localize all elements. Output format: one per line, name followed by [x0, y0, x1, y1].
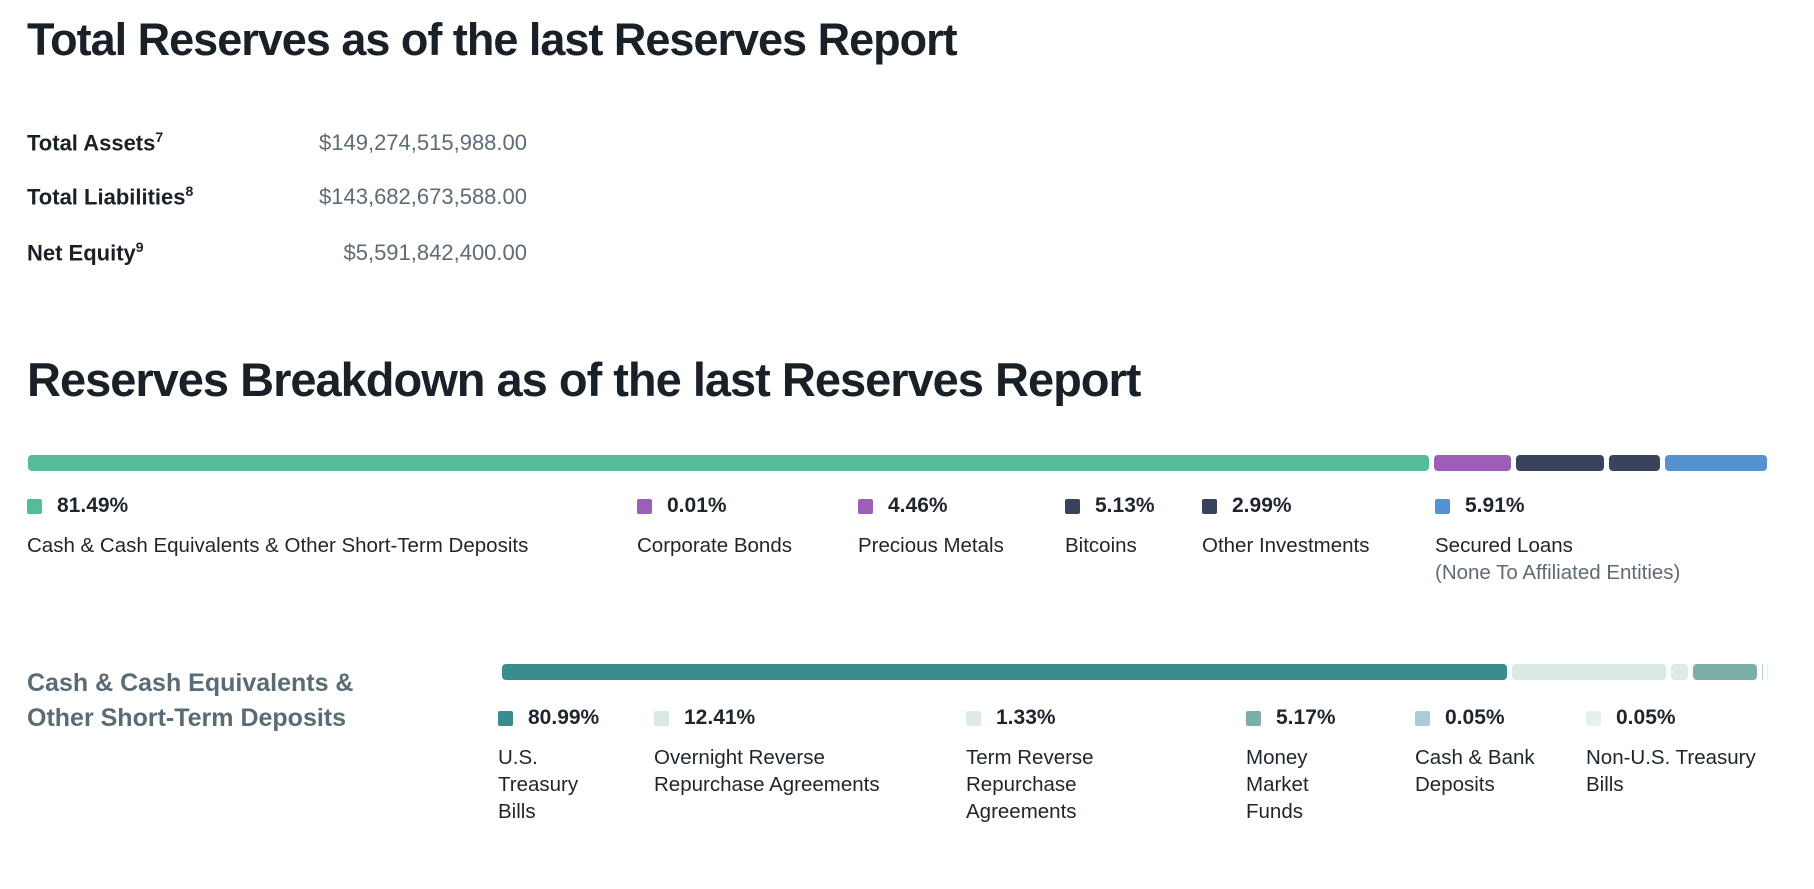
legend-percent: 4.46% [888, 494, 948, 517]
bar-segment [1761, 664, 1763, 680]
stat-value: $149,274,515,988.00 [319, 130, 527, 155]
legend-percent: 0.01% [667, 494, 727, 517]
bar-segment [1665, 455, 1767, 471]
footnote-superscript: 7 [155, 129, 164, 145]
legend-item: 81.49% Cash & Cash Equivalents & Other S… [27, 494, 528, 559]
page-title: Total Reserves as of the last Reserves R… [27, 14, 958, 65]
legend-percent: 12.41% [684, 706, 756, 729]
legend-item: 0.05% Non-U.S. Treasury Bills [1586, 706, 1771, 798]
legend-label: Corporate Bonds [637, 534, 792, 557]
footnote-superscript: 8 [185, 183, 194, 199]
legend-swatch [1415, 710, 1430, 726]
legend-percent: 5.91% [1465, 494, 1525, 517]
subsection-heading-cash-equivalents: Cash & Cash Equivalents & Other Short-Te… [27, 669, 354, 732]
legend-label: Cash & Bank Deposits [1415, 746, 1535, 796]
legend-percent: 80.99% [528, 706, 600, 729]
legend-label: Money Market Funds [1246, 746, 1309, 823]
bar-segment [1671, 664, 1688, 680]
stat-value: $5,591,842,400.00 [343, 240, 527, 265]
legend-label: Other Investments [1202, 534, 1370, 557]
stat-label-text: Total Liabilities [27, 184, 186, 210]
legend-item: 4.46% Precious Metals [858, 494, 1004, 559]
legend-swatch [1065, 498, 1080, 514]
stat-label: Total Assets7 [27, 129, 163, 156]
legend-sublabel: (None To Affiliated Entities) [1435, 561, 1681, 584]
legend-swatch [637, 498, 652, 514]
legend-item: 0.01% Corporate Bonds [637, 494, 792, 559]
section-title-reserves-breakdown: Reserves Breakdown as of the last Reserv… [27, 353, 1141, 406]
bar-segment [1767, 664, 1768, 680]
legend-swatch [1586, 710, 1601, 726]
stat-row-total-assets: Total Assets7 $149,274,515,988.00 [0, 129, 620, 159]
legend-percent: 5.17% [1276, 706, 1336, 729]
legend-item: 1.33% Term Reverse Repurchase Agreements [966, 706, 1131, 825]
legend-swatch [27, 498, 42, 514]
legend-percent: 0.05% [1445, 706, 1505, 729]
legend-swatch [1202, 498, 1217, 514]
stat-label-text: Net Equity [27, 240, 136, 266]
legend-label: Term Reverse Repurchase Agreements [966, 746, 1094, 823]
legend-swatch [1246, 710, 1261, 726]
stat-row-net-equity: Net Equity9 $5,591,842,400.00 [0, 239, 620, 269]
stat-value: $143,682,673,588.00 [319, 184, 527, 209]
legend-item: 2.99% Other Investments [1202, 494, 1369, 559]
stat-row-total-liabilities: Total Liabilities8 $143,682,673,588.00 [0, 183, 620, 213]
reserves-breakdown-bar [28, 455, 1767, 471]
legend-label: Secured Loans [1435, 534, 1573, 557]
legend-label: Cash & Cash Equivalents & Other Short-Te… [27, 534, 529, 557]
legend-item: 80.99% U.S. Treasury Bills [498, 706, 608, 825]
legend-item: 5.91% Secured Loans (None To Affiliated … [1435, 494, 1680, 586]
legend-swatch [858, 498, 873, 514]
cash-equivalents-bar [502, 664, 1768, 680]
legend-swatch [654, 710, 669, 726]
legend-item: 0.05% Cash & Bank Deposits [1415, 706, 1575, 798]
bar-segment [1692, 664, 1757, 680]
bar-segment [1512, 664, 1667, 680]
bar-segment [28, 455, 1430, 471]
bar-segment [502, 664, 1508, 680]
legend-label: Precious Metals [858, 534, 1004, 557]
footnote-superscript: 9 [135, 239, 144, 255]
legend-item: 5.13% Bitcoins [1065, 494, 1155, 559]
bar-segment [1515, 455, 1604, 471]
legend-percent: 81.49% [57, 494, 129, 517]
bar-segment [1608, 455, 1661, 471]
legend-percent: 5.13% [1095, 494, 1155, 517]
legend-item: 12.41% Overnight Reverse Repurchase Agre… [654, 706, 939, 798]
legend-percent: 2.99% [1232, 494, 1292, 517]
legend-swatch [966, 710, 981, 726]
stat-label-text: Total Assets [27, 130, 156, 156]
stat-label: Net Equity9 [27, 239, 144, 266]
legend-swatch [498, 710, 513, 726]
legend-percent: 0.05% [1616, 706, 1676, 729]
legend-label: Bitcoins [1065, 534, 1137, 557]
legend-label: Overnight Reverse Repurchase Agreements [654, 746, 880, 796]
legend-label: Non-U.S. Treasury Bills [1586, 746, 1756, 796]
bar-segment [1434, 455, 1511, 471]
legend-swatch [1435, 498, 1450, 514]
legend-item: 5.17% Money Market Funds [1246, 706, 1351, 825]
stat-label: Total Liabilities8 [27, 183, 193, 210]
legend-percent: 1.33% [996, 706, 1056, 729]
legend-label: U.S. Treasury Bills [498, 746, 579, 823]
